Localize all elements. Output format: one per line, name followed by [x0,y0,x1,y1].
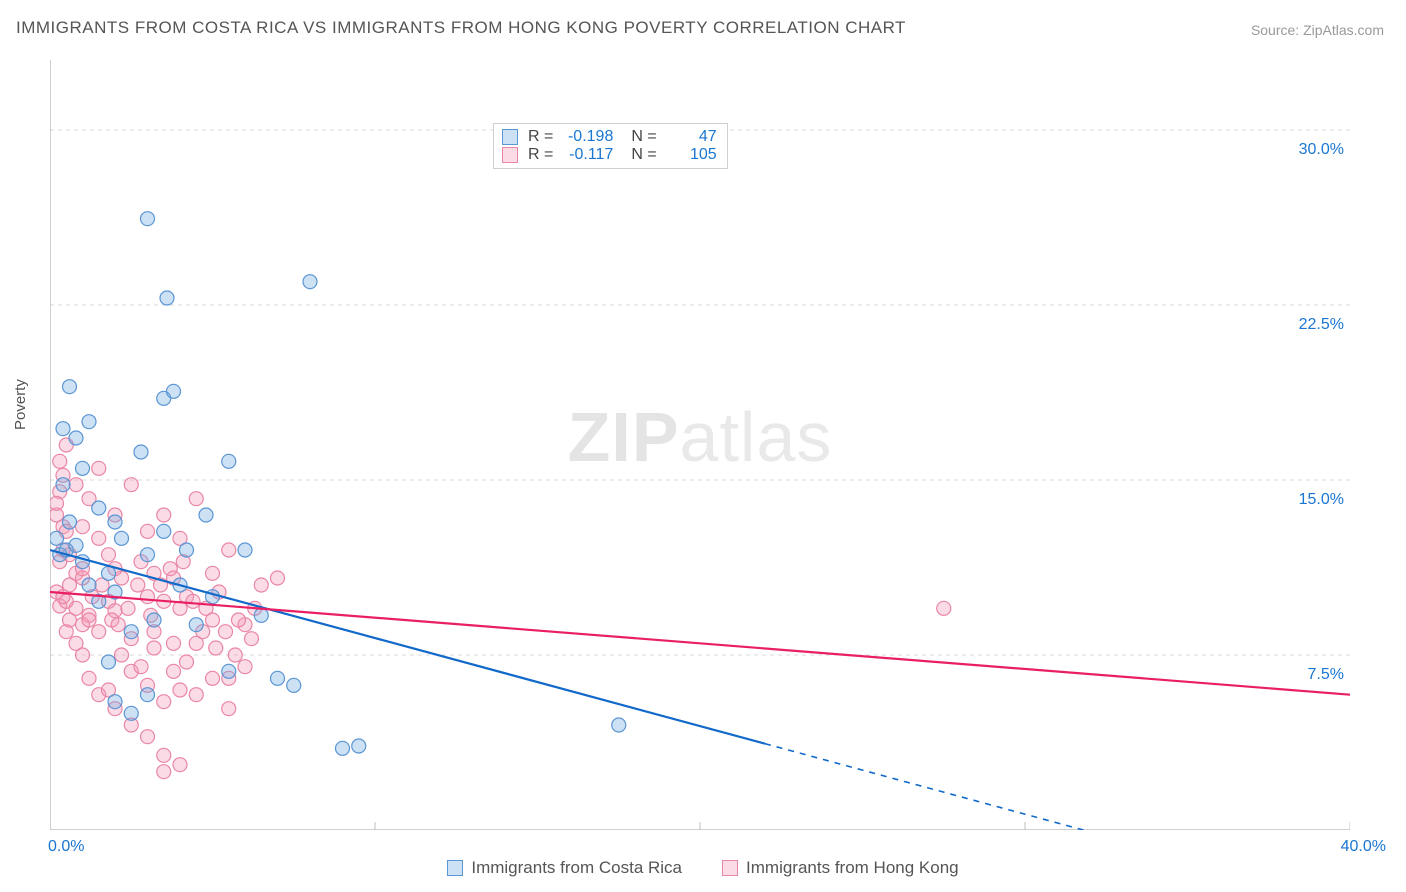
source-label: Source: ZipAtlas.com [1251,22,1384,38]
legend-swatch-hong-kong [722,860,738,876]
legend-item-hong-kong: Immigrants from Hong Kong [722,858,959,878]
legend-label-hong-kong: Immigrants from Hong Kong [746,858,959,878]
legend-item-costa-rica: Immigrants from Costa Rica [447,858,682,878]
stat-r-value-0: -0.198 [561,128,613,146]
stat-r-label: R = [528,146,553,164]
svg-text:15.0%: 15.0% [1299,491,1344,508]
bottom-legend: Immigrants from Costa Rica Immigrants fr… [0,858,1406,878]
x-axis-min-label: 0.0% [48,838,84,856]
stat-n-label: N = [631,146,656,164]
stat-n-value-1: 105 [665,146,717,164]
swatch-costa-rica [502,129,518,145]
stat-n-value-0: 47 [665,128,717,146]
x-axis-max-label: 40.0% [1341,838,1386,856]
chart-title: IMMIGRANTS FROM COSTA RICA VS IMMIGRANTS… [16,18,906,38]
chart-svg: 7.5% 15.0% 22.5% 30.0% [50,60,1350,830]
stats-row-costa-rica: R = -0.198 N = 47 [502,128,717,146]
svg-text:30.0%: 30.0% [1299,141,1344,158]
stat-r-label: R = [528,128,553,146]
svg-text:22.5%: 22.5% [1299,316,1344,333]
stat-n-label: N = [631,128,656,146]
chart-area: 7.5%15.0%22.5%30.0% ZIPatlas R = -0.198 … [50,60,1350,830]
y-axis-label: Poverty [12,379,29,430]
stats-row-hong-kong: R = -0.117 N = 105 [502,146,717,164]
stats-legend-box: R = -0.198 N = 47 R = -0.117 N = 105 [493,123,728,169]
legend-swatch-costa-rica [447,860,463,876]
swatch-hong-kong [502,147,518,163]
svg-text:7.5%: 7.5% [1308,666,1344,683]
stat-r-value-1: -0.117 [561,146,613,164]
legend-label-costa-rica: Immigrants from Costa Rica [471,858,682,878]
